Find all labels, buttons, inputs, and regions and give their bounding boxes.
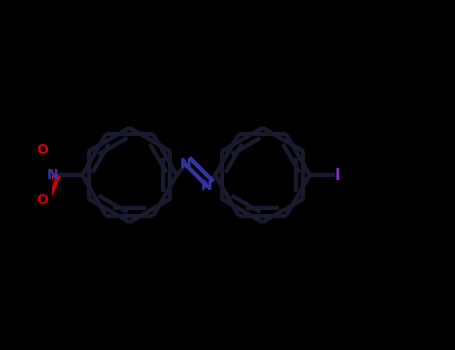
Text: N: N [47, 168, 58, 182]
Text: N: N [180, 158, 191, 172]
Text: N: N [201, 178, 212, 192]
Text: O: O [36, 144, 48, 158]
Text: O: O [36, 193, 48, 206]
Text: I: I [335, 168, 340, 182]
